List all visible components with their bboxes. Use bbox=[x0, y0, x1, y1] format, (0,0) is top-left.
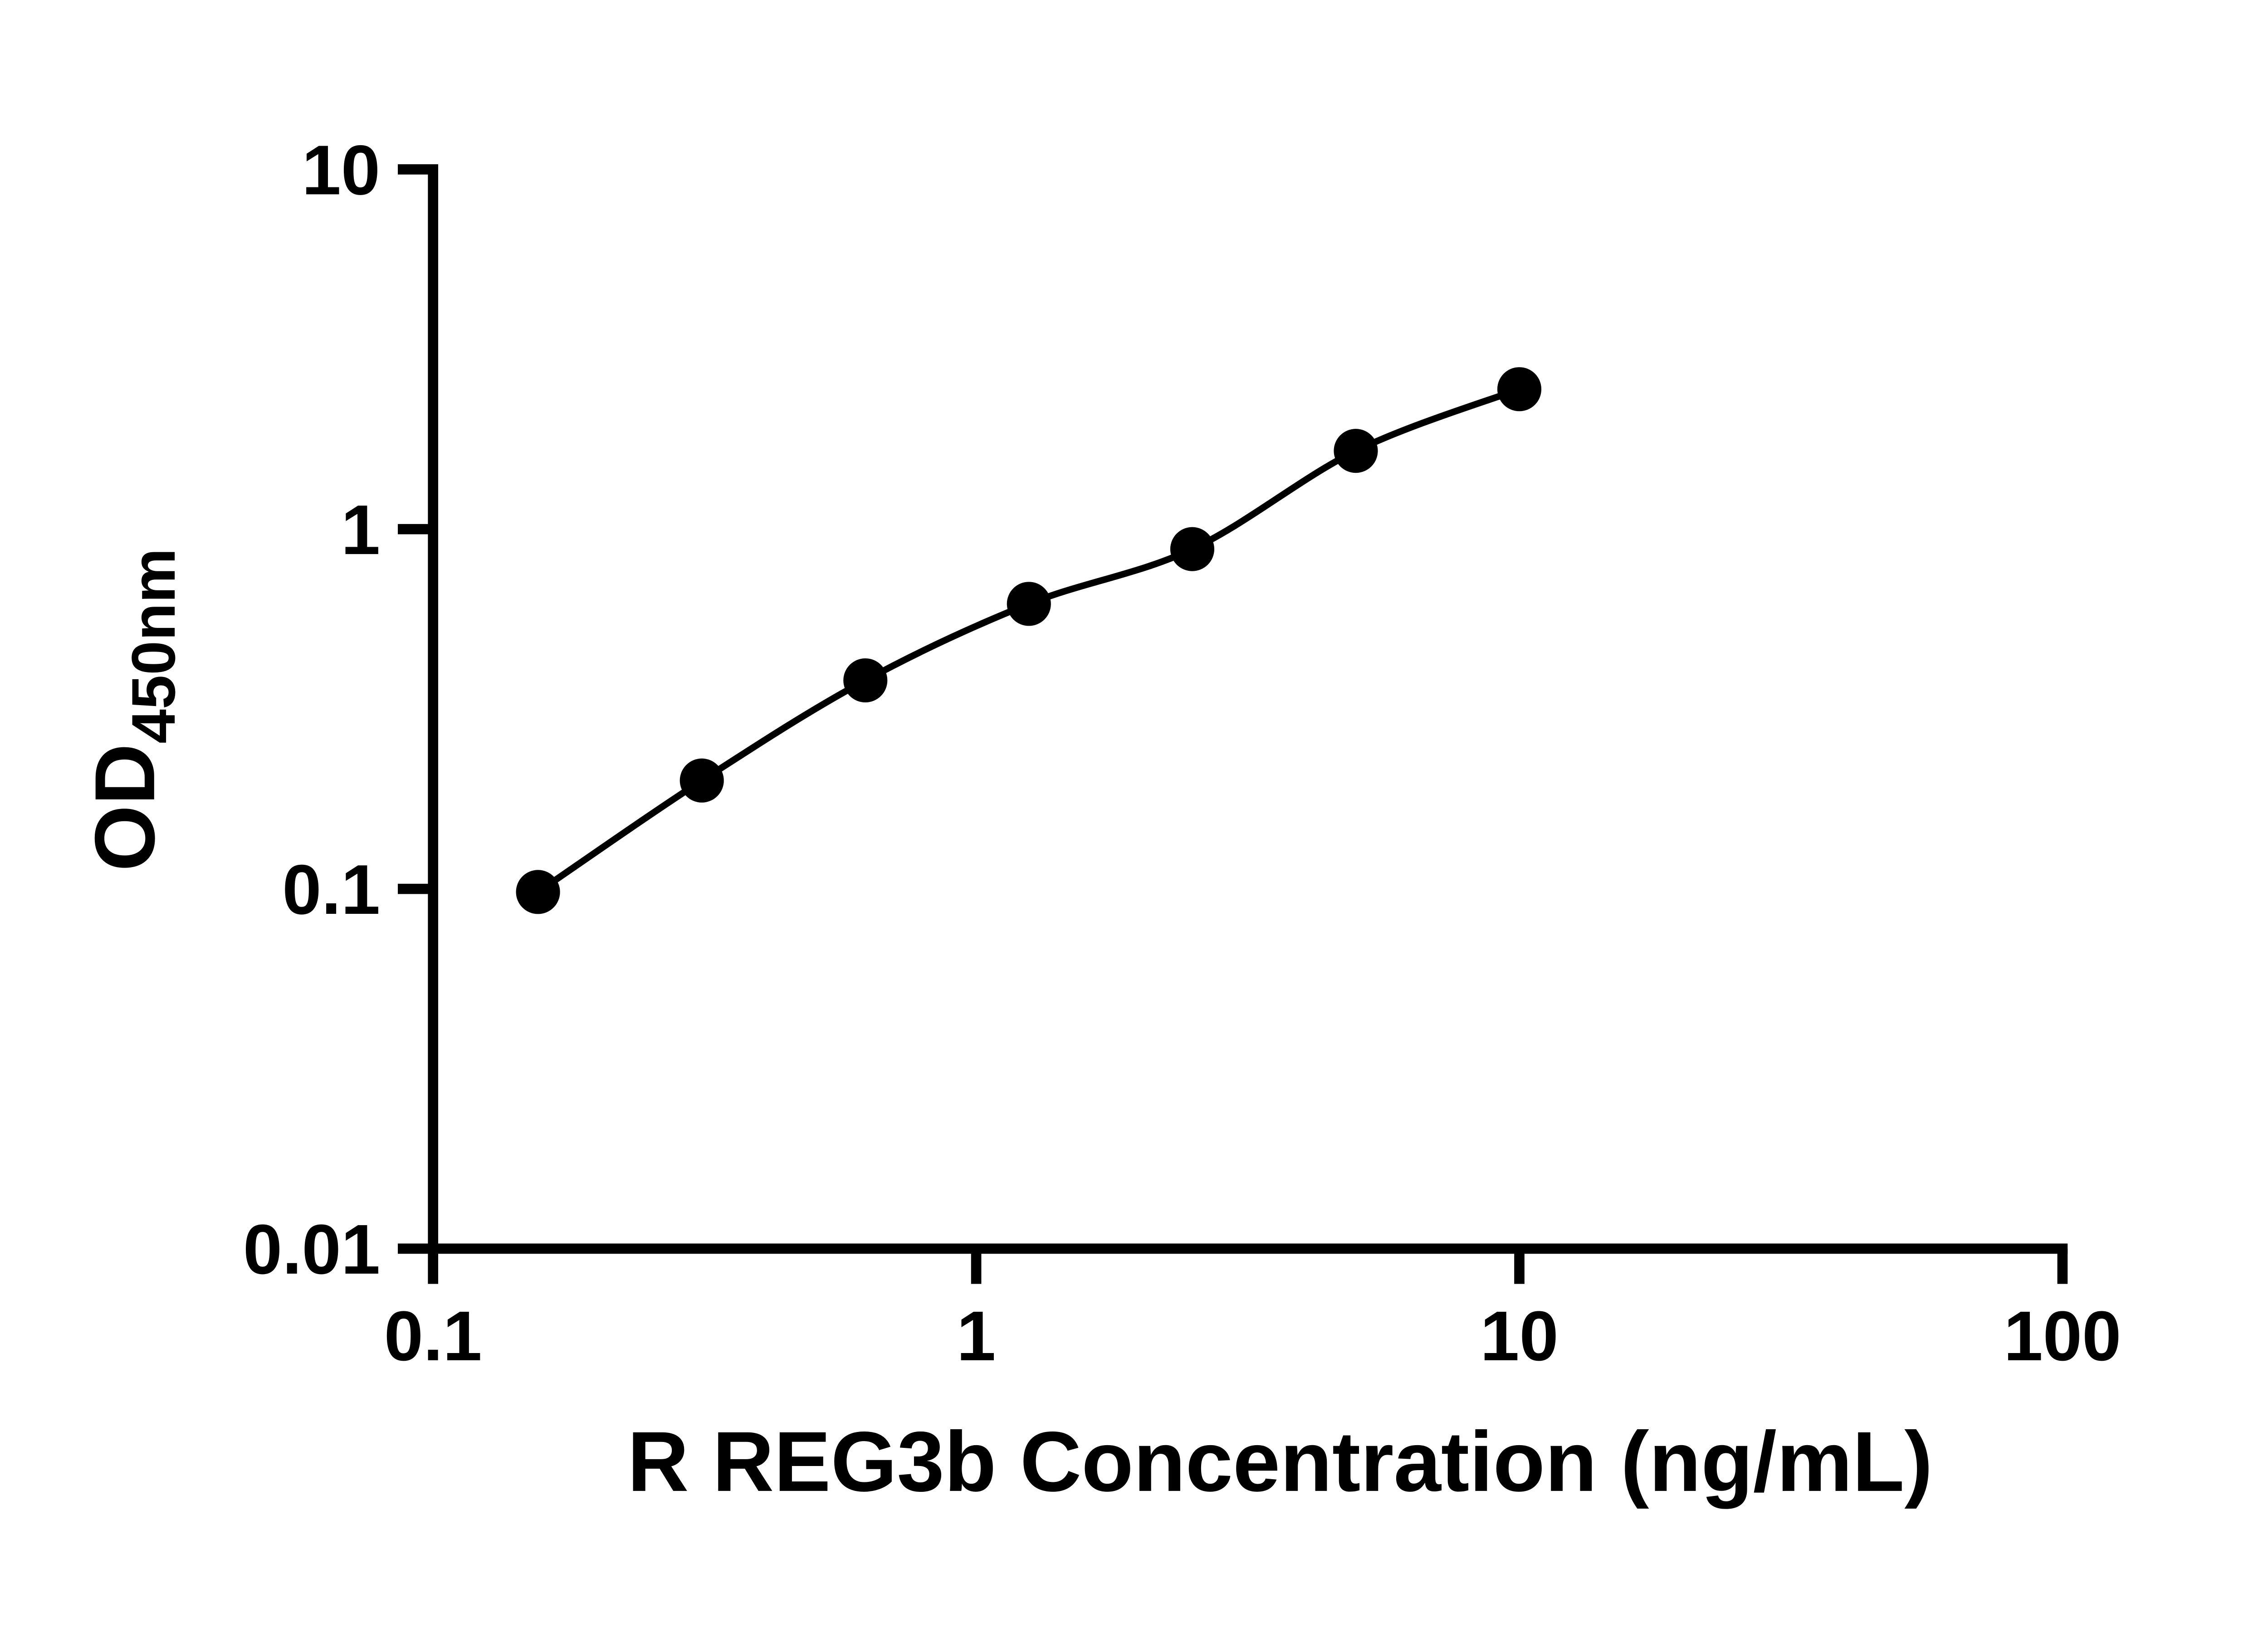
data-points bbox=[516, 367, 1542, 914]
data-point bbox=[1334, 429, 1378, 473]
y-tick-label: 0.1 bbox=[282, 850, 380, 929]
axes bbox=[428, 164, 2068, 1254]
y-axis-title-subscript: 450nm bbox=[119, 548, 188, 744]
x-tick-label: 0.1 bbox=[384, 1296, 482, 1375]
data-point bbox=[679, 758, 724, 803]
data-point bbox=[1170, 527, 1215, 571]
x-axis-title: R REG3b Concentration (ng/mL) bbox=[627, 1414, 1933, 1509]
x-tick-label: 1 bbox=[957, 1296, 996, 1375]
y-tick-label: 1 bbox=[341, 490, 380, 569]
y-tick-label: 0.01 bbox=[243, 1210, 380, 1289]
y-axis-title: OD450nm bbox=[77, 548, 188, 871]
y-axis-title-main: OD bbox=[77, 744, 172, 872]
y-tick-label: 10 bbox=[302, 130, 380, 209]
data-point bbox=[1007, 582, 1051, 626]
x-tick-label: 100 bbox=[2004, 1296, 2121, 1375]
data-point bbox=[516, 870, 560, 914]
data-point bbox=[1497, 367, 1542, 412]
data-point bbox=[843, 658, 888, 703]
x-tick-label: 10 bbox=[1480, 1296, 1559, 1375]
